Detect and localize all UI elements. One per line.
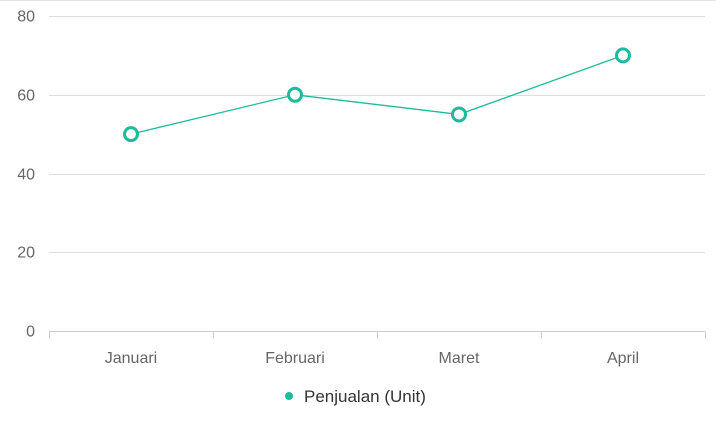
y-tick-label: 40	[17, 167, 35, 184]
data-point[interactable]	[287, 86, 303, 103]
x-tick-label: April	[607, 350, 639, 367]
y-tick-label: 0	[26, 324, 35, 341]
legend-label[interactable]: Penjualan (Unit)	[304, 387, 426, 406]
x-tick-label: Februari	[265, 350, 325, 367]
data-point[interactable]	[123, 126, 139, 143]
series-line	[130, 54, 624, 135]
y-tick-label: 20	[17, 245, 35, 262]
data-point[interactable]	[451, 106, 467, 123]
data-point[interactable]	[615, 47, 631, 64]
legend-marker-icon	[285, 392, 293, 400]
y-tick-label: 60	[17, 88, 35, 105]
x-tick-label: Maret	[439, 350, 480, 367]
x-tick-label: Januari	[105, 350, 157, 367]
y-tick-label: 80	[17, 9, 35, 26]
